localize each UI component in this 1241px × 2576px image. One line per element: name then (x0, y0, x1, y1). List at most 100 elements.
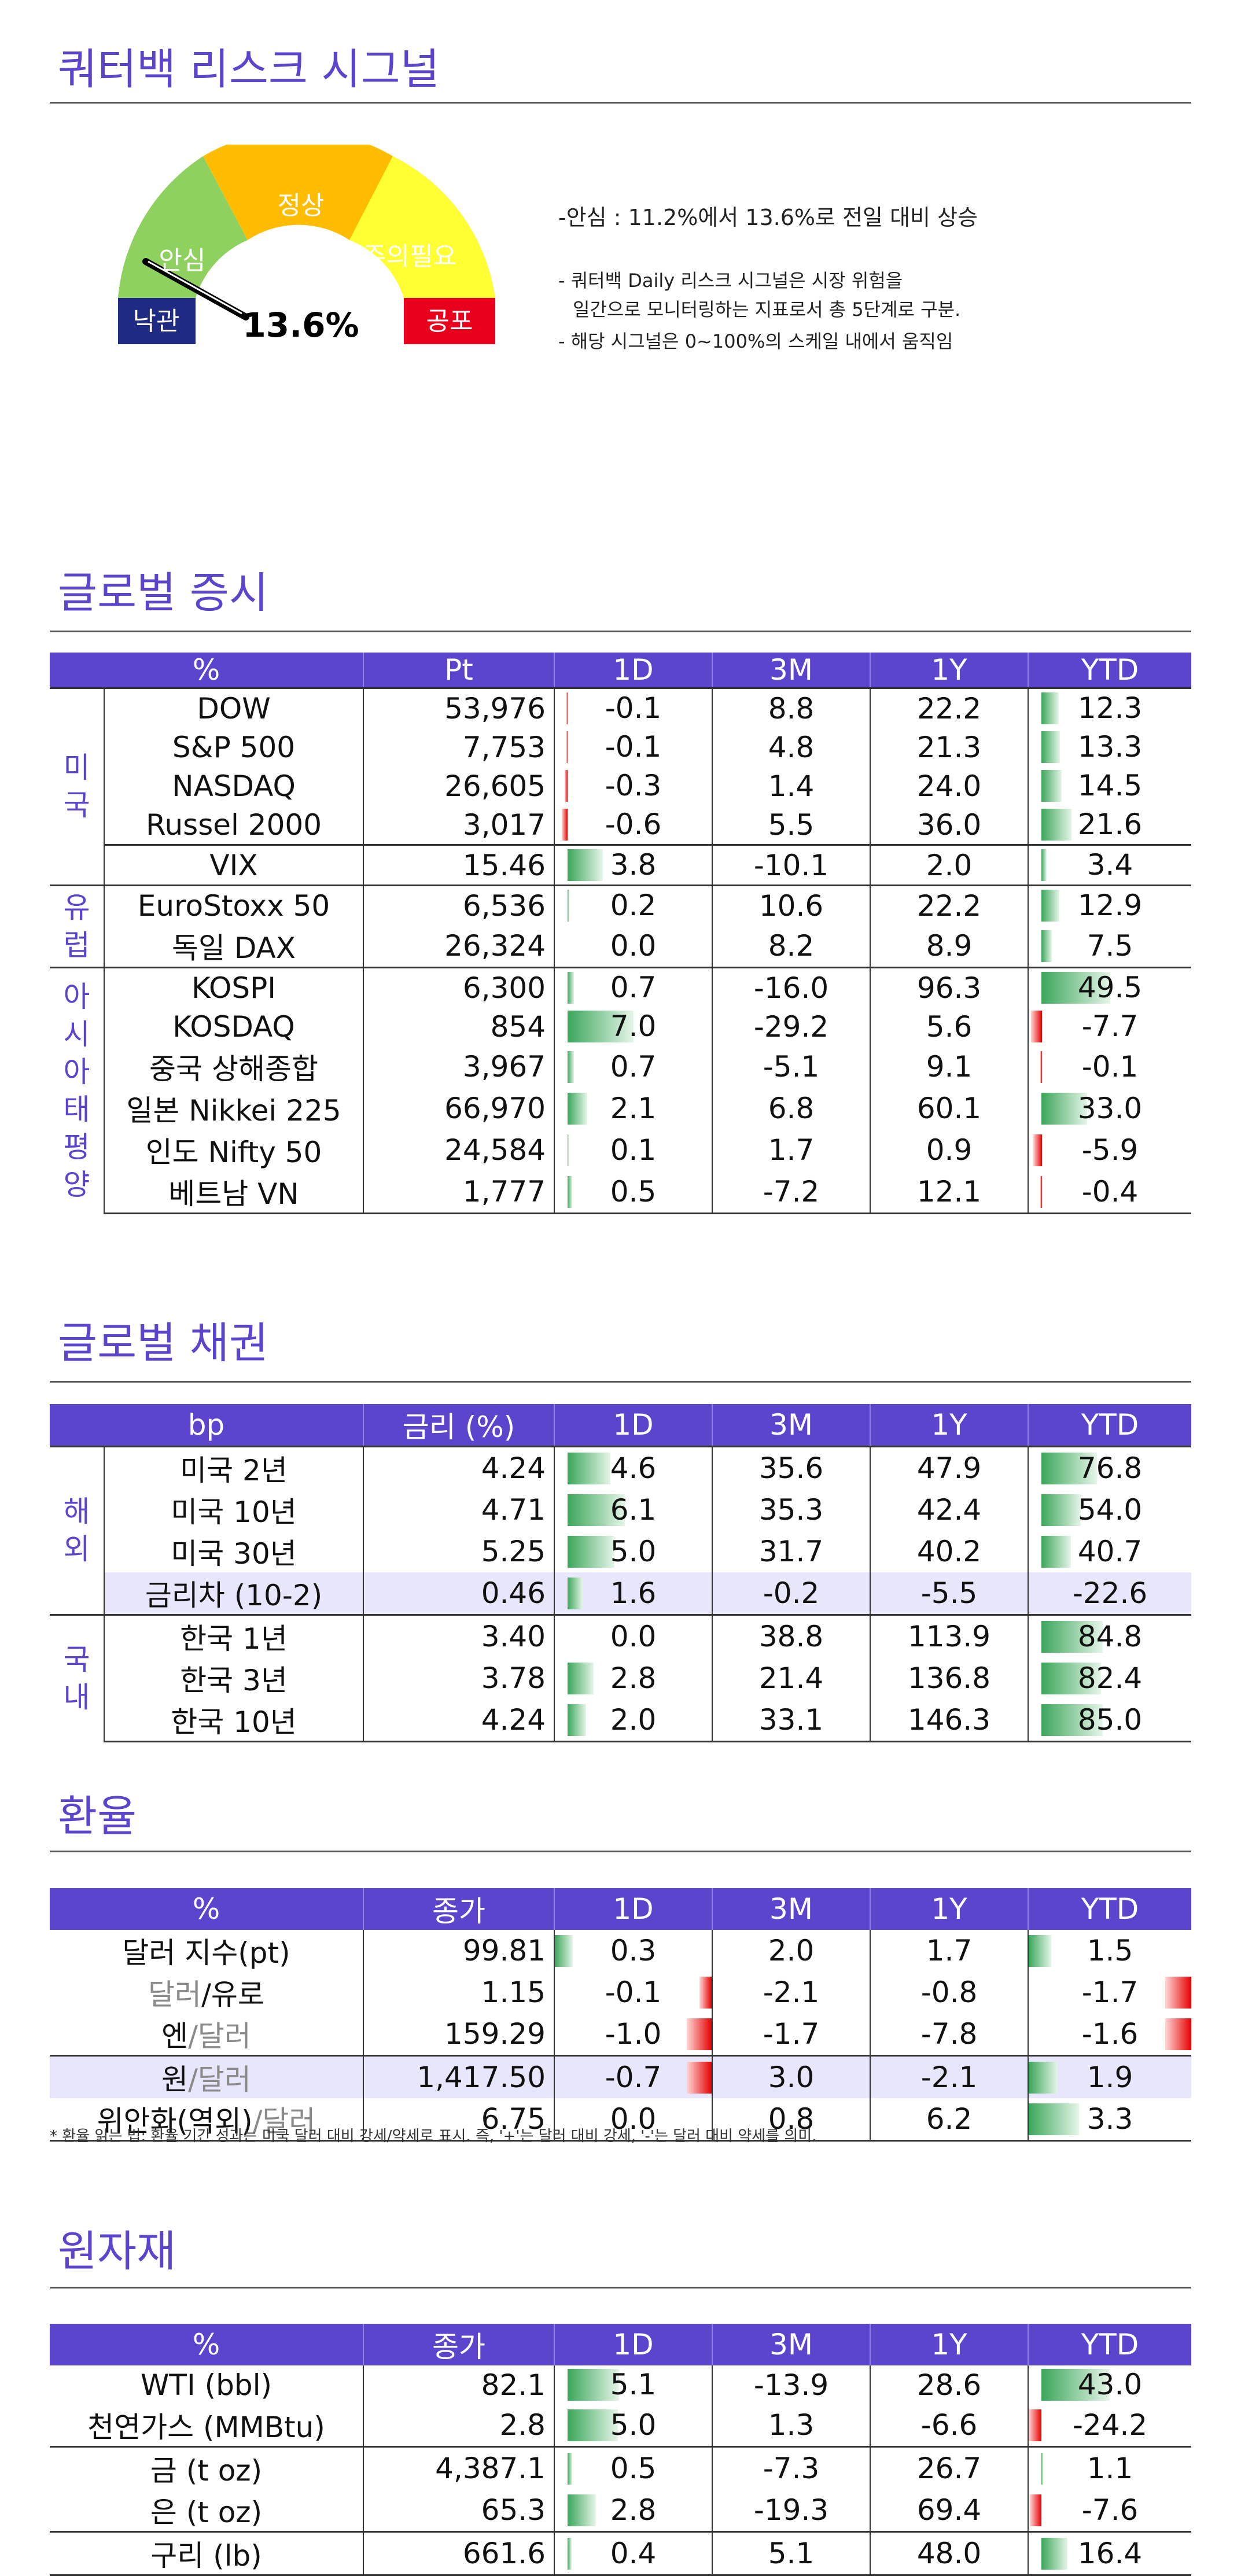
cell-value: -7.6 (1081, 2493, 1139, 2527)
table-row: 독일 DAX 26,324 0.0 8.2 8.9 7.5 (50, 925, 1191, 968)
cell-value: -22.6 (1072, 1576, 1148, 1610)
column-header: 3M (712, 1888, 871, 1930)
cell-value: 2.0 (610, 1702, 657, 1737)
row-name: NASDAQ (104, 766, 364, 805)
cell-value: 24.0 (870, 766, 1029, 805)
column-header: Pt (363, 653, 555, 688)
negative-bar (1033, 1134, 1042, 1166)
bar-cell: -0.1 (1028, 1046, 1191, 1088)
positive-bar (1041, 1662, 1101, 1694)
bar-cell: -0.1 (554, 728, 713, 766)
bar-cell: 2.0 (554, 1699, 713, 1742)
cell-value: 0.0 (610, 1619, 657, 1653)
cell-value: 76.8 (1077, 1451, 1143, 1485)
positive-bar (567, 2452, 573, 2485)
bar-cell: 54.0 (1028, 1489, 1191, 1531)
gauge-label-relief: 안심 (159, 246, 206, 275)
cell-value: 42.4 (870, 1489, 1029, 1531)
cell-value: -0.6 (605, 808, 662, 841)
table-row: 중국 상해종합 3,967 0.7 -5.1 9.1 -0.1 (50, 1046, 1191, 1088)
negative-bar (564, 770, 568, 802)
bar-cell: -5.9 (1028, 1129, 1191, 1171)
negative-bar (1040, 1051, 1042, 1083)
row-level: 0.46 (363, 1572, 555, 1615)
cell-value: -5.5 (870, 1572, 1029, 1615)
column-header: 1Y (870, 1404, 1029, 1447)
row-name: 위안화(역외)/달러 (50, 2098, 364, 2142)
cell-value: 22.2 (870, 885, 1029, 925)
column-header: 3M (712, 2324, 871, 2365)
cell-value: -10.1 (712, 844, 871, 886)
cell-value: -0.1 (605, 730, 662, 764)
row-level: 6,300 (363, 967, 555, 1007)
positive-bar (1029, 2103, 1079, 2135)
bond-section-title: 글로벌 채권 (58, 1318, 268, 1368)
bar-cell: -7.6 (1028, 2489, 1191, 2532)
risk-gauge: 낙관 안심 정상 주의필요 공포 13.6% (118, 145, 495, 345)
positive-bar (1041, 1535, 1071, 1568)
cell-value: 1.7 (870, 1930, 1029, 1971)
cell-value: 6.2 (870, 2098, 1029, 2142)
row-level: 6,536 (363, 885, 555, 925)
cell-value: -2.1 (712, 1971, 871, 2013)
positive-bar (567, 2494, 596, 2526)
table-row: 국 내 한국 1년 3.40 0.0 38.8 113.9 84.8 (50, 1614, 1192, 1742)
bar-cell: 0.4 (554, 2531, 713, 2576)
cell-value: -29.2 (712, 1007, 871, 1046)
risk-headline: -안심 : 11.2%에서 13.6%로 전일 대비 상승 (558, 205, 978, 230)
risk-note-line3: - 해당 시그널은 0~100%의 스케일 내에서 움직임 (558, 330, 953, 352)
row-level: 854 (363, 1007, 555, 1046)
negative-bar (1029, 2494, 1042, 2526)
bar-cell: -0.6 (554, 805, 713, 845)
negative-bar (1031, 1011, 1042, 1042)
cell-value: -2.1 (870, 2055, 1029, 2098)
positive-bar (1041, 849, 1047, 881)
cell-value: 1.9 (1087, 2060, 1133, 2094)
bar-cell: 1.1 (1028, 2446, 1191, 2489)
row-level: 7,753 (363, 728, 555, 766)
row-level: 661.6 (363, 2531, 555, 2576)
bar-cell: 16.4 (1028, 2531, 1191, 2576)
cell-value: 38.8 (712, 1614, 871, 1657)
negative-bar (686, 2018, 711, 2050)
cell-value: 1.1 (1087, 2451, 1133, 2485)
positive-bar (567, 1134, 569, 1166)
row-name-primary: 엔 (161, 2019, 189, 2053)
table-row: KOSDAQ 854 7.0 -29.2 5.6 -7.7 (50, 1007, 1191, 1046)
row-level: 15.46 (363, 844, 555, 886)
cell-value: 13.3 (1077, 730, 1143, 764)
bar-cell: -0.3 (554, 766, 713, 805)
cell-value: 21.4 (712, 1657, 871, 1699)
row-name: VIX (104, 844, 364, 886)
bar-cell: 0.1 (554, 1129, 713, 1171)
row-name: 베트남 VN (104, 1171, 364, 1214)
cell-value: 136.8 (870, 1657, 1029, 1699)
risk-note-line2: 일간으로 모니터링하는 지표로서 총 5단계로 구분. (573, 298, 961, 320)
row-name: 독일 DAX (104, 925, 364, 968)
negative-bar (566, 731, 568, 763)
positive-bar (567, 1452, 611, 1484)
column-header: 3M (712, 1404, 871, 1447)
positive-bar (1029, 2061, 1058, 2094)
row-name: Russel 2000 (104, 805, 364, 845)
cell-value: 1.4 (712, 766, 871, 805)
bar-cell: 3.3 (1028, 2098, 1191, 2142)
table-row: 인도 Nifty 50 24,584 0.1 1.7 0.9 -5.9 (50, 1129, 1191, 1171)
positive-bar (1029, 1934, 1052, 1967)
gauge-label-normal: 정상 (278, 191, 325, 220)
cell-value: -7.2 (712, 1171, 871, 1214)
bar-cell: 0.5 (554, 2446, 713, 2489)
row-level: 2.8 (363, 2404, 555, 2447)
cell-value: 146.3 (870, 1699, 1029, 1742)
column-header: 1Y (870, 2324, 1029, 2365)
bar-cell: 5.1 (554, 2365, 713, 2404)
table-row: 엔/달러 159.29 -1.0 -1.7 -7.8 -1.6 (50, 2013, 1191, 2056)
row-name: 달러/유로 (50, 1971, 364, 2013)
gauge-segment-caution (349, 156, 495, 298)
cell-value: 8.9 (870, 925, 1029, 968)
cell-value: -1.6 (1081, 2017, 1139, 2051)
positive-bar (1041, 731, 1060, 763)
row-name: 천연가스 (MMBtu) (50, 2404, 364, 2447)
cell-value: -0.1 (1081, 1049, 1139, 1084)
bar-cell: -24.2 (1028, 2404, 1191, 2447)
